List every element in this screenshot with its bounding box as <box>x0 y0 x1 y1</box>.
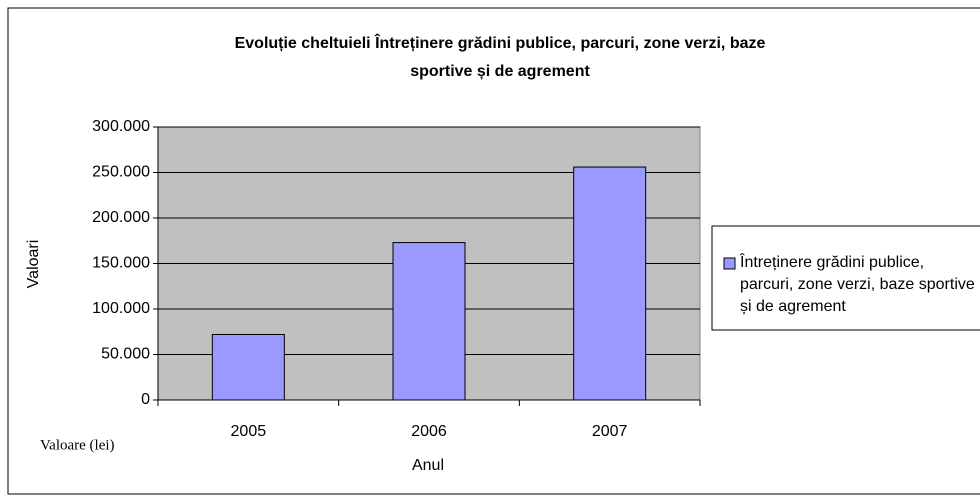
bar <box>573 166 647 401</box>
x-tick-label: 2005 <box>231 423 267 440</box>
x-axis-label: Anul <box>412 457 444 474</box>
legend-box <box>711 225 980 331</box>
bar <box>211 333 285 401</box>
legend-label: Întreținere grădini publice, parcuri, zo… <box>740 254 975 315</box>
y-axis-label: Valoari <box>25 240 42 289</box>
annotation: Valoare (lei) <box>40 437 115 453</box>
y-tick-label: 300.000 <box>92 118 150 135</box>
y-tick-label: 200.000 <box>92 209 150 226</box>
chart-title: sportive și de agrement <box>410 63 590 80</box>
y-tick-label: 150.000 <box>92 255 150 272</box>
bar <box>392 242 466 401</box>
x-tick-label: 2006 <box>411 423 447 440</box>
y-tick-label: 100.000 <box>92 300 150 317</box>
y-tick-label: 250.000 <box>92 164 150 181</box>
chart-title: Evoluție cheltuieli Întreținere grădini … <box>235 33 766 52</box>
legend-swatch <box>723 257 736 270</box>
y-tick-label: 0 <box>141 391 150 408</box>
y-tick-label: 50.000 <box>101 346 150 363</box>
x-tick-label: 2007 <box>592 423 628 440</box>
